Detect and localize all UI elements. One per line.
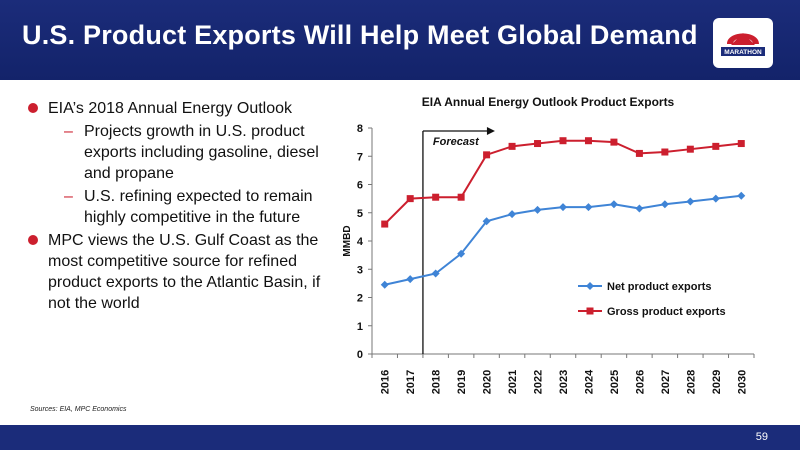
- dash-icon: –: [64, 188, 73, 205]
- legend-label: Gross product exports: [607, 306, 726, 318]
- legend-marker-icon: [586, 282, 594, 290]
- y-tick-label: 6: [357, 180, 363, 192]
- data-point: [508, 142, 516, 150]
- x-tick-label: 2016: [380, 370, 392, 394]
- data-point: [533, 205, 542, 214]
- chart-title: EIA Annual Energy Outlook Product Export…: [422, 95, 675, 109]
- y-tick-label: 8: [357, 123, 363, 135]
- data-point: [635, 204, 644, 213]
- sub-bullet-item: – U.S. refining expected to remain highl…: [28, 186, 328, 228]
- data-point: [559, 137, 567, 145]
- bullet-item: EIA’s 2018 Annual Energy Outlook: [28, 98, 328, 119]
- y-tick-label: 4: [357, 236, 364, 248]
- data-point: [431, 269, 440, 278]
- data-point: [559, 203, 567, 212]
- data-point: [686, 145, 694, 153]
- marathon-logo-icon: MARATHON: [713, 18, 773, 68]
- data-point: [406, 275, 415, 284]
- bullet-text: MPC views the U.S. Gulf Coast as the mos…: [48, 232, 321, 312]
- x-tick-label: 2029: [711, 370, 723, 394]
- forecast-label: Forecast: [433, 136, 480, 148]
- y-tick-label: 5: [357, 208, 363, 220]
- forecast-arrow-head-icon: [486, 127, 495, 135]
- x-tick-label: 2020: [482, 370, 494, 394]
- x-tick-label: 2027: [660, 370, 672, 394]
- dash-icon: –: [64, 123, 73, 140]
- data-point: [609, 200, 618, 209]
- data-point: [457, 249, 466, 258]
- data-point: [483, 151, 491, 159]
- y-axis-label: MMBD: [342, 225, 353, 256]
- y-tick-label: 3: [357, 264, 363, 276]
- y-tick-label: 7: [357, 151, 363, 163]
- legend-label: Net product exports: [607, 281, 712, 293]
- data-point: [610, 138, 618, 146]
- product-exports-chart: EIA Annual Energy Outlook Product Export…: [330, 88, 790, 408]
- y-tick-label: 1: [357, 321, 363, 333]
- x-tick-label: 2018: [431, 370, 443, 394]
- data-point: [534, 140, 542, 148]
- x-tick-label: 2025: [609, 370, 621, 394]
- data-point: [457, 193, 465, 201]
- data-point: [584, 203, 593, 212]
- x-tick-label: 2026: [634, 370, 646, 394]
- data-point: [737, 140, 745, 148]
- page-number: 59: [755, 431, 768, 443]
- x-tick-label: 2017: [405, 370, 417, 394]
- sub-bullet-item: – Projects growth in U.S. product export…: [28, 121, 328, 184]
- y-tick-label: 0: [357, 349, 363, 361]
- bullet-text: EIA’s 2018 Annual Energy Outlook: [48, 100, 293, 117]
- chart-canvas: EIA Annual Energy Outlook Product Export…: [342, 95, 755, 394]
- x-tick-label: 2023: [558, 370, 570, 394]
- data-point: [584, 137, 592, 145]
- data-point: [482, 217, 491, 226]
- data-point: [635, 149, 643, 157]
- x-tick-label: 2019: [456, 370, 468, 394]
- slide-title: U.S. Product Exports Will Help Meet Glob…: [22, 20, 698, 50]
- data-point: [711, 194, 720, 203]
- footer-bar: 59: [0, 425, 800, 450]
- bullet-item: MPC views the U.S. Gulf Coast as the mos…: [28, 230, 328, 314]
- bullet-list: EIA’s 2018 Annual Energy Outlook – Proje…: [28, 98, 328, 316]
- data-point: [432, 193, 440, 201]
- x-tick-label: 2028: [685, 370, 697, 394]
- series-line: [384, 139, 742, 225]
- sub-bullet-text: Projects growth in U.S. product exports …: [84, 123, 319, 182]
- logo-text: MARATHON: [724, 49, 762, 56]
- x-tick-label: 2030: [736, 370, 748, 394]
- sources-note: Sources: EIA, MPC Economics: [30, 406, 127, 413]
- data-point: [380, 280, 389, 289]
- data-point: [508, 210, 517, 219]
- data-point: [381, 220, 389, 228]
- x-tick-label: 2022: [533, 370, 545, 394]
- data-point: [406, 195, 414, 203]
- data-point: [661, 148, 669, 156]
- data-point: [712, 142, 720, 150]
- data-point: [737, 191, 746, 200]
- x-tick-label: 2024: [583, 369, 595, 394]
- bullet-dot-icon: [28, 235, 38, 245]
- title-bar: U.S. Product Exports Will Help Meet Glob…: [0, 0, 800, 80]
- legend-marker-icon: [586, 307, 594, 315]
- data-point: [686, 197, 695, 206]
- x-tick-label: 2021: [507, 370, 519, 394]
- y-tick-label: 2: [357, 293, 363, 305]
- bullet-dot-icon: [28, 103, 38, 113]
- sub-bullet-text: U.S. refining expected to remain highly …: [84, 188, 313, 226]
- data-point: [660, 200, 669, 209]
